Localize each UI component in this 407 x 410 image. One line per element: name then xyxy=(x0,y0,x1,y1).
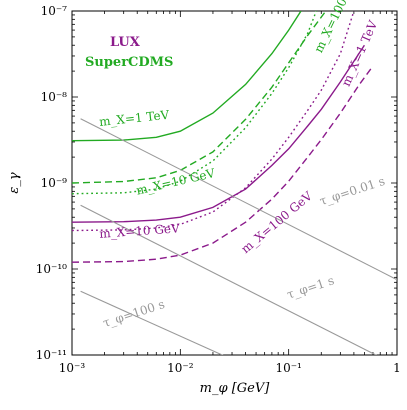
series-line xyxy=(72,44,365,223)
y-axis-label: ε_γ xyxy=(7,172,22,193)
series-line xyxy=(72,11,302,142)
y-tick-label: 10⁻⁷ xyxy=(41,4,68,18)
series-line xyxy=(80,204,378,355)
y-tick-label: 10⁻⁸ xyxy=(41,90,68,104)
series-line xyxy=(72,11,327,184)
annotation-label: m_X=1 TeV xyxy=(99,108,171,129)
annotation-label: m_X=100 GeV xyxy=(238,189,315,257)
x-tick-label: 1 xyxy=(393,361,401,375)
legend-entry: SuperCDMS xyxy=(85,55,173,70)
series-line xyxy=(80,290,224,355)
series-group xyxy=(72,11,397,355)
x-tick-label: 10⁻² xyxy=(167,361,194,375)
legend-entry: LUX xyxy=(110,35,141,50)
x-tick-label: 10⁻¹ xyxy=(275,361,301,375)
annotation-label: τ_φ=1 s xyxy=(285,273,336,301)
axes-group: 10⁻³ 10⁻² 10⁻¹ 1 10⁻¹¹ 10⁻¹⁰ 10⁻⁹ 10⁻⁸ 10⁻⁷ m_φ [… xyxy=(7,4,401,396)
y-tick-label: 10⁻¹⁰ xyxy=(36,262,67,276)
annotation-label: m_X=1 TeV xyxy=(339,18,381,88)
annotation-label: τ_φ=0.01 s xyxy=(318,174,387,208)
legend: LUX SuperCDMS xyxy=(85,35,173,70)
annotation-label: m_X=10 GeV xyxy=(135,166,217,198)
annotation-label: m_X=10 GeV xyxy=(99,221,181,241)
series-line xyxy=(80,118,397,281)
x-axis-label: m_φ [GeV] xyxy=(200,381,271,396)
series-line xyxy=(72,11,317,195)
y-tick-label: 10⁻⁹ xyxy=(41,176,68,190)
x-tick-label: 10⁻³ xyxy=(59,361,86,375)
y-tick-label: 10⁻¹¹ xyxy=(36,348,67,362)
annotations-group: m_X=1 TeV m_X=100 GeV m_X=10 GeV m_X=1 TeV m… xyxy=(99,0,387,330)
